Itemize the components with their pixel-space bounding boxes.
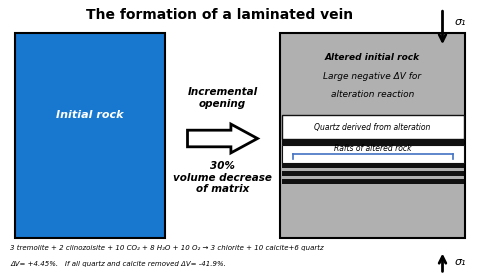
Text: The formation of a laminated vein: The formation of a laminated vein [86,8,354,22]
Text: Quartz derived from alteration: Quartz derived from alteration [314,123,430,132]
Bar [282,163,464,168]
Text: alteration reaction: alteration reaction [331,90,414,99]
Bar [15,33,165,238]
Text: Altered initial rock: Altered initial rock [325,53,420,62]
Bar [282,140,464,145]
Text: 3 tremolite + 2 clinozoisite + 10 CO₂ + 8 H₂O + 10 O₂ → 3 chlorite + 10 calcite+: 3 tremolite + 2 clinozoisite + 10 CO₂ + … [10,245,324,251]
Text: 30%
volume decrease
of matrix: 30% volume decrease of matrix [173,161,272,194]
Text: σ₁: σ₁ [455,17,466,27]
Bar [280,33,465,238]
Bar [282,171,464,176]
Bar [282,145,464,163]
Text: Incremental
opening: Incremental opening [188,87,258,109]
Text: Large negative ΔV for: Large negative ΔV for [324,72,422,81]
Bar [282,179,464,184]
Polygon shape [188,124,258,153]
Text: ΔV= +4.45%.   If all quartz and calcite removed ΔV= -41.9%.: ΔV= +4.45%. If all quartz and calcite re… [10,261,226,267]
Bar [282,115,464,140]
Text: Initial rock: Initial rock [56,110,124,120]
Text: σ₁: σ₁ [455,257,466,268]
Text: Rafts of altered rock: Rafts of altered rock [334,143,411,153]
